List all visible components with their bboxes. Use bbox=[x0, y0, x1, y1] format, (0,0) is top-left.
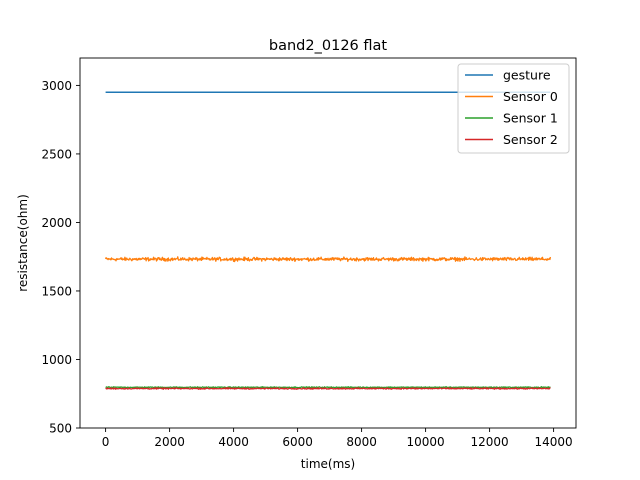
y-tick-label: 1500 bbox=[41, 284, 72, 298]
plot-frame bbox=[79, 57, 577, 429]
series-line-sensor-0 bbox=[104, 256, 552, 263]
legend-box bbox=[457, 63, 570, 154]
y-tick-label: 1000 bbox=[41, 353, 72, 367]
legend-label: gesture bbox=[503, 68, 551, 83]
x-tick-label: 10000 bbox=[407, 435, 445, 449]
x-tick-label: 4000 bbox=[218, 435, 249, 449]
x-axis-label: time(ms) bbox=[301, 457, 355, 471]
y-tick-label: 2000 bbox=[41, 216, 72, 230]
legend-label: Sensor 0 bbox=[503, 89, 558, 104]
y-tick-label: 3000 bbox=[41, 79, 72, 93]
legend-label: Sensor 1 bbox=[503, 111, 558, 126]
x-tick-label: 14000 bbox=[535, 435, 573, 449]
legend: gesture Sensor 0 Sensor 1 Sensor 2 bbox=[457, 63, 570, 154]
series-line-sensor-2 bbox=[105, 387, 551, 390]
x-tick-label: 12000 bbox=[471, 435, 509, 449]
x-tick-label: 6000 bbox=[282, 435, 313, 449]
y-tick-label: 2500 bbox=[41, 147, 72, 161]
legend-label: Sensor 2 bbox=[503, 132, 558, 147]
x-tick-label: 0 bbox=[102, 435, 110, 449]
x-axis: 0 2000 4000 6000 8000 10000 12000 14000 bbox=[102, 428, 573, 449]
y-axis-label: resistance(ohm) bbox=[16, 194, 30, 292]
chart-title: band2_0126 flat bbox=[269, 38, 387, 54]
x-tick-label: 8000 bbox=[346, 435, 377, 449]
y-axis: 500 1000 1500 2000 2500 3000 bbox=[41, 79, 80, 436]
y-tick-label: 500 bbox=[49, 422, 72, 436]
x-tick-label: 2000 bbox=[154, 435, 185, 449]
